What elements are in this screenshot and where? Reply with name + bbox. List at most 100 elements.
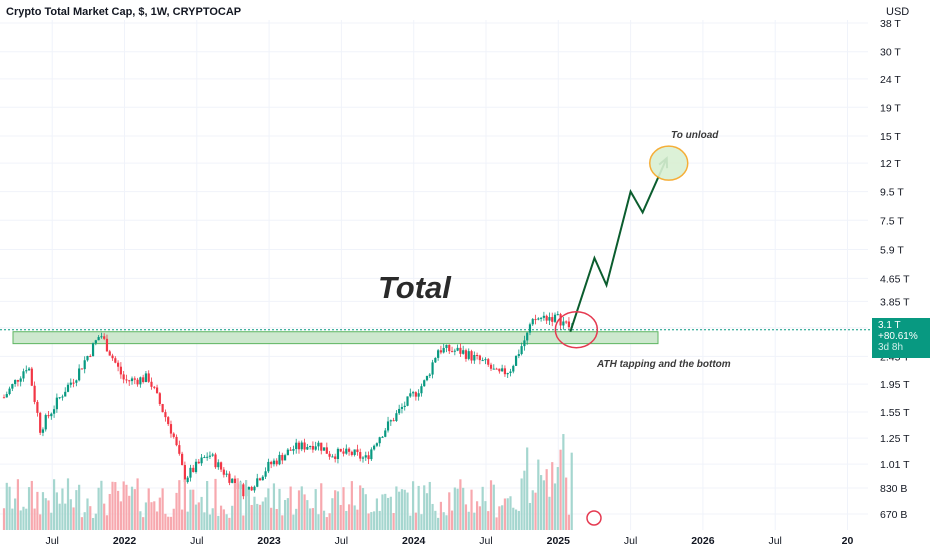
volume-bar bbox=[22, 506, 25, 530]
candle-body bbox=[136, 379, 139, 385]
candle-body bbox=[386, 421, 390, 431]
candle-body bbox=[306, 446, 309, 450]
volume-bar bbox=[41, 492, 45, 530]
candle-body bbox=[22, 371, 25, 379]
volume-bar bbox=[144, 502, 148, 530]
volume-bar bbox=[534, 492, 537, 530]
candle-body bbox=[353, 449, 356, 455]
candle-body bbox=[559, 314, 562, 326]
volume-bar bbox=[306, 500, 309, 530]
volume-bar bbox=[172, 508, 175, 530]
candle-body bbox=[281, 454, 284, 461]
candle-body bbox=[172, 433, 175, 437]
candle-body bbox=[186, 477, 189, 483]
volume-bar bbox=[553, 483, 557, 530]
candle-body bbox=[286, 449, 289, 456]
volume-bar bbox=[559, 449, 562, 530]
candle-body bbox=[373, 445, 376, 450]
y-tick-label: 30 T bbox=[880, 47, 901, 59]
candle-body bbox=[114, 358, 117, 363]
volume-bar bbox=[336, 491, 340, 530]
volume-bar bbox=[450, 510, 454, 530]
volume-bar bbox=[183, 479, 186, 530]
volume-bar bbox=[19, 510, 22, 530]
volume-bar bbox=[100, 480, 103, 530]
candle-body bbox=[453, 350, 456, 352]
volume-bar bbox=[320, 483, 323, 530]
volume-bar bbox=[245, 480, 248, 530]
x-tick-label: 2025 bbox=[547, 535, 571, 547]
candle-body bbox=[122, 374, 125, 380]
volume-bar bbox=[314, 489, 317, 530]
candle-body bbox=[100, 336, 103, 338]
volume-bar bbox=[39, 514, 42, 530]
y-tick-label: 38 T bbox=[880, 18, 901, 30]
volume-bar bbox=[361, 487, 365, 530]
volume-bar bbox=[453, 487, 456, 530]
x-tick-label: 20 bbox=[842, 535, 854, 547]
volume-bar bbox=[411, 481, 415, 530]
currency-label[interactable]: USD bbox=[886, 6, 910, 18]
volume-bar bbox=[83, 512, 86, 530]
candle-body bbox=[381, 436, 384, 438]
candle-body bbox=[347, 448, 351, 452]
volume-bar bbox=[64, 503, 67, 530]
candle-body bbox=[61, 396, 64, 398]
candle-body bbox=[531, 319, 534, 325]
candle-body bbox=[328, 453, 331, 457]
volume-bar bbox=[233, 483, 237, 530]
candle-body bbox=[78, 368, 81, 381]
candle-body bbox=[339, 448, 342, 452]
candle-body bbox=[261, 476, 264, 481]
candle-body bbox=[534, 319, 537, 321]
volume-bar bbox=[322, 510, 326, 530]
candle-body bbox=[384, 430, 387, 437]
candle-body bbox=[528, 324, 532, 333]
candle-body bbox=[462, 350, 465, 354]
candle-body bbox=[325, 447, 328, 454]
annotation-target: To unload bbox=[671, 130, 719, 141]
volume-bar bbox=[501, 505, 504, 530]
candle-body bbox=[439, 350, 443, 353]
volume-bar bbox=[278, 488, 281, 530]
candle-body bbox=[194, 461, 198, 472]
y-tick-label: 830 B bbox=[880, 483, 907, 495]
volume-bar bbox=[386, 497, 390, 530]
candle-body bbox=[105, 338, 109, 352]
candle-body bbox=[481, 360, 484, 362]
candle-body bbox=[278, 454, 281, 465]
volume-bar bbox=[492, 484, 495, 530]
volume-bar bbox=[517, 510, 520, 530]
volume-bar bbox=[565, 477, 568, 530]
candle-body bbox=[161, 404, 164, 413]
candle-body bbox=[400, 406, 404, 409]
candle-body bbox=[242, 484, 245, 497]
volume-bar bbox=[275, 509, 278, 530]
volume-bar bbox=[211, 508, 214, 530]
candle-body bbox=[501, 368, 504, 372]
volume-bar bbox=[381, 494, 384, 530]
y-tick-label: 15 T bbox=[880, 131, 901, 143]
volume-bar bbox=[30, 480, 33, 530]
volume-bar bbox=[478, 506, 481, 530]
last-price: 3.1 T bbox=[878, 320, 901, 331]
volume-bar bbox=[14, 498, 17, 530]
candle-body bbox=[303, 442, 306, 450]
volume-bar bbox=[359, 485, 362, 530]
event-flag-icon bbox=[586, 510, 602, 526]
y-tick-label: 3.85 T bbox=[880, 296, 910, 308]
candle-body bbox=[270, 461, 273, 465]
candle-body bbox=[517, 354, 520, 356]
x-tick-label: 2024 bbox=[402, 535, 426, 547]
candle-body bbox=[309, 445, 312, 447]
candle-body bbox=[208, 455, 212, 457]
candle-body bbox=[456, 347, 459, 351]
candle-body bbox=[39, 412, 42, 433]
candle-body bbox=[470, 351, 473, 361]
volume-bar bbox=[356, 509, 359, 530]
volume-bar bbox=[231, 505, 234, 530]
volume-bar bbox=[158, 497, 161, 530]
candle-body bbox=[69, 382, 72, 385]
candle-body bbox=[425, 375, 429, 381]
